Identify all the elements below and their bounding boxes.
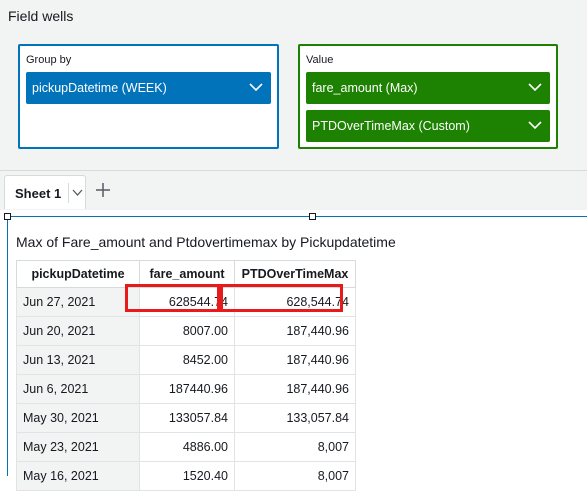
highlight-box-fare-amount	[125, 284, 220, 312]
table-row: Jun 6, 2021 187440.96 187,440.96	[16, 374, 356, 404]
cell-fare-amount: 8007.00	[139, 316, 235, 346]
field-label: pickupDatetime (WEEK)	[32, 81, 167, 95]
cell-fare-amount: 4886.00	[139, 432, 235, 462]
cell-fare-amount: 8452.00	[139, 345, 235, 375]
cell-date: Jun 27, 2021	[16, 287, 140, 317]
value-well[interactable]: Value fare_amount (Max) PTDOverTimeMax (…	[298, 44, 558, 149]
table-row: May 30, 2021 133057.84 133,057.84	[16, 403, 356, 433]
table-row: Jun 20, 2021 8007.00 187,440.96	[16, 316, 356, 346]
sheet-tab-label: Sheet 1	[15, 186, 62, 201]
cell-date: Jun 20, 2021	[16, 316, 140, 346]
field-label: PTDOverTimeMax (Custom)	[312, 119, 470, 133]
cell-ptdovertimemax: 187,440.96	[234, 345, 356, 375]
value-field-ptdovertimemax[interactable]: PTDOverTimeMax (Custom)	[306, 110, 550, 142]
cell-ptdovertimemax: 8,007	[234, 461, 356, 491]
cell-date: May 23, 2021	[16, 432, 140, 462]
visual-selection-frame[interactable]	[7, 216, 587, 476]
column-header-fare-amount[interactable]: fare_amount	[139, 260, 235, 288]
cell-ptdovertimemax: 187,440.96	[234, 374, 356, 404]
column-header-pickupdatetime[interactable]: pickupDatetime	[16, 260, 140, 288]
chevron-down-icon[interactable]	[72, 189, 83, 196]
cell-fare-amount: 133057.84	[139, 403, 235, 433]
cell-date: Jun 13, 2021	[16, 345, 140, 375]
cell-ptdovertimemax: 8,007	[234, 432, 356, 462]
value-field-fare-amount[interactable]: fare_amount (Max)	[306, 72, 550, 104]
resize-handle-top-left[interactable]	[4, 213, 11, 220]
visual-title: Max of Fare_amount and Ptdovertimemax by…	[16, 234, 396, 250]
group-by-well[interactable]: Group by pickupDatetime (WEEK)	[18, 44, 279, 149]
highlight-box-ptdovertimemax	[220, 284, 343, 312]
tab-sheet-1[interactable]: Sheet 1	[4, 175, 86, 209]
chevron-down-icon[interactable]	[528, 121, 542, 129]
chevron-down-icon[interactable]	[249, 83, 263, 91]
value-label: Value	[306, 54, 334, 66]
cell-date: May 16, 2021	[16, 461, 140, 491]
cell-fare-amount: 1520.40	[139, 461, 235, 491]
cell-date: Jun 6, 2021	[16, 374, 140, 404]
field-wells-title: Field wells	[8, 8, 74, 24]
resize-handle-top-middle[interactable]	[309, 213, 316, 220]
group-by-label: Group by	[26, 54, 72, 66]
field-wells-panel: Field wells Group by pickupDatetime (WEE…	[0, 0, 587, 170]
cell-ptdovertimemax: 187,440.96	[234, 316, 356, 346]
cell-date: May 30, 2021	[16, 403, 140, 433]
cell-fare-amount: 187440.96	[139, 374, 235, 404]
chevron-down-icon[interactable]	[528, 83, 542, 91]
table-row: May 16, 2021 1520.40 8,007	[16, 461, 356, 491]
cell-ptdovertimemax: 133,057.84	[234, 403, 356, 433]
column-header-ptdovertimemax[interactable]: PTDOverTimeMax	[234, 260, 356, 288]
sheet-tab-bar: Sheet 1	[0, 170, 587, 211]
group-by-field-pickupdatetime[interactable]: pickupDatetime (WEEK)	[26, 72, 271, 104]
table-row: Jun 13, 2021 8452.00 187,440.96	[16, 345, 356, 375]
table-row: May 23, 2021 4886.00 8,007	[16, 432, 356, 462]
table-header-row: pickupDatetime fare_amount PTDOverTimeMa…	[16, 260, 356, 288]
field-label: fare_amount (Max)	[312, 81, 418, 95]
plus-icon[interactable]	[95, 182, 111, 198]
tab-divider	[68, 183, 69, 203]
